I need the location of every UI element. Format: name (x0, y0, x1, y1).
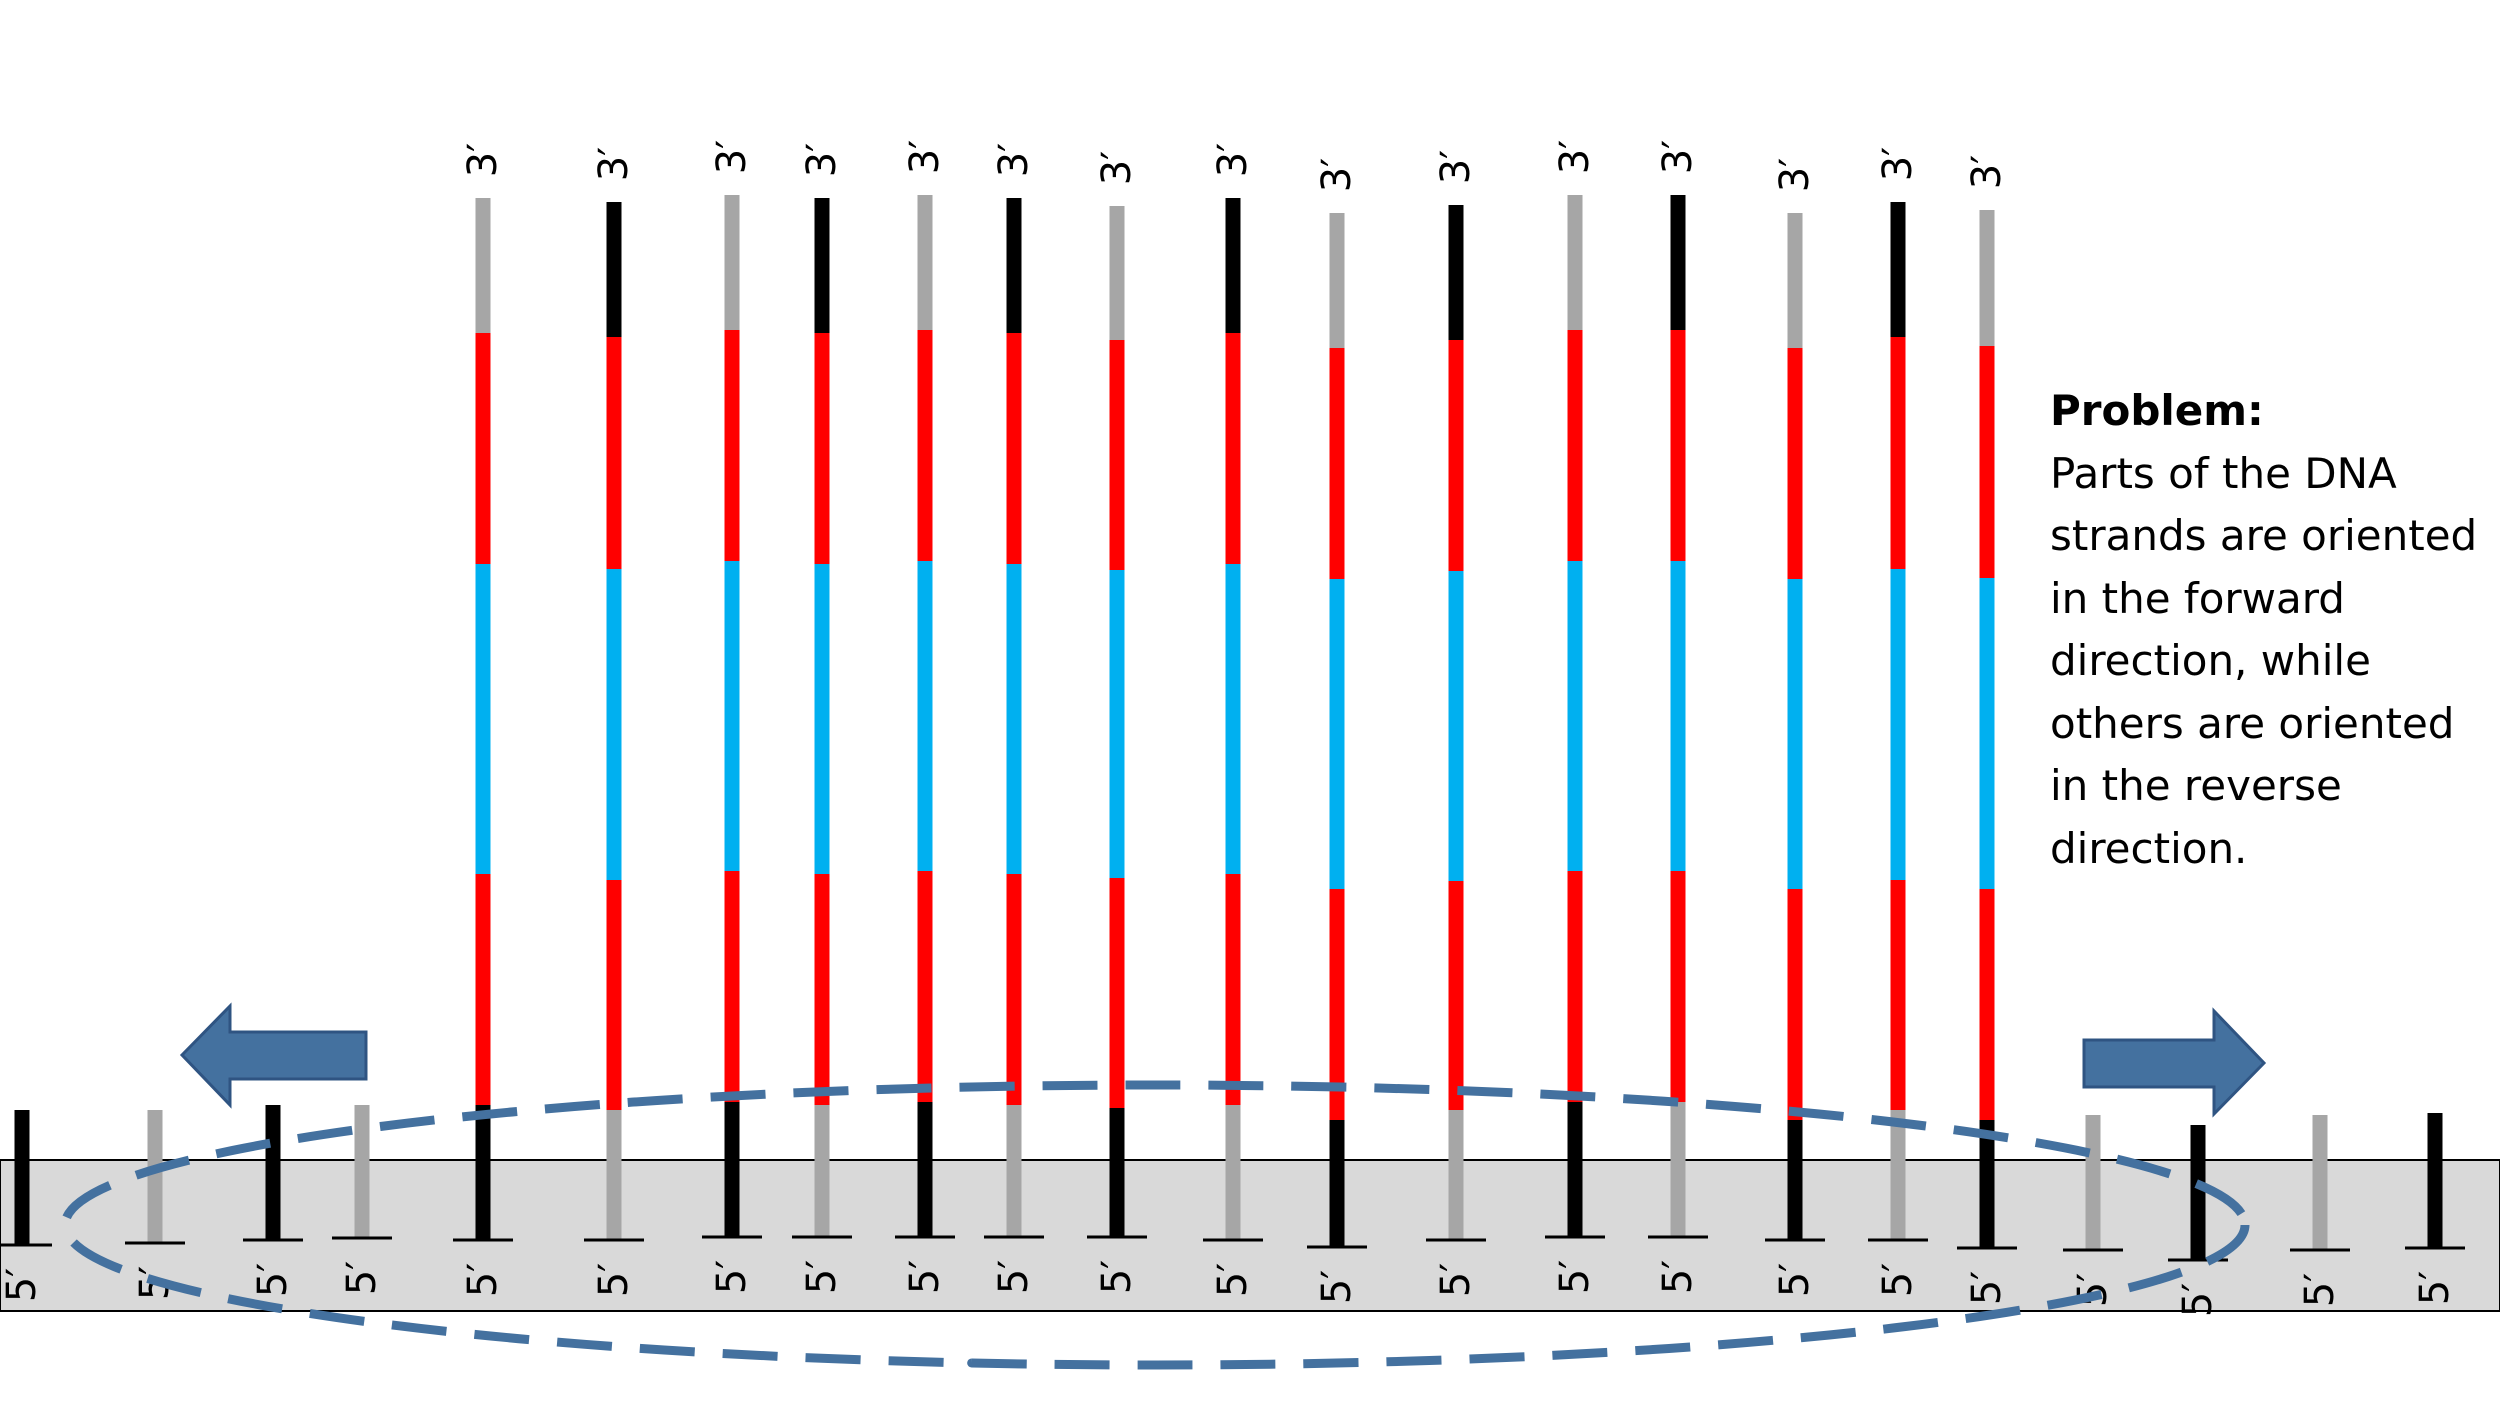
three-prime-label: 3′ (1655, 140, 1701, 175)
dna-strand: 3′ 5′ (1765, 158, 1825, 1298)
short-anchor-layer: 5′ 5′ 5′ 5′ 5′ 5′ 5′ 5′ (0, 1105, 2465, 1317)
dna-strand: 3′ 5′ (1868, 147, 1928, 1298)
five-prime-label: 5′ (1314, 1270, 1360, 1305)
short-anchor: 5′ (2290, 1115, 2350, 1307)
three-prime-label: 3′ (1875, 147, 1921, 182)
five-prime-label: 5′ (902, 1260, 948, 1295)
dna-strand: 3′ 5′ (1426, 150, 1486, 1298)
dna-strand: 3′ 5′ (1648, 140, 1708, 1295)
short-anchor: 5′ (0, 1110, 52, 1302)
three-prime-label: 3′ (591, 147, 637, 182)
five-prime-label: 5′ (591, 1263, 637, 1298)
five-prime-label: 5′ (0, 1268, 45, 1303)
dna-strand: 3′ 5′ (584, 147, 644, 1298)
five-prime-label: 5′ (1552, 1260, 1598, 1295)
dna-strand: 3′ 5′ (702, 140, 762, 1295)
three-prime-label: 3′ (1094, 151, 1140, 186)
problem-text: Parts of the DNA strands are oriented in… (2050, 448, 2478, 873)
three-prime-label: 3′ (902, 140, 948, 175)
problem-callout: Problem: Parts of the DNA strands are or… (2050, 380, 2490, 880)
strand-layer: 3′ 5′ 3′ 5′ 3′ 5′ 3′ 5′ 3′ 5′ 3′ 5′ 3′ 5′ 3′ 5′ 3′ 5′ 3′ 5′… (453, 140, 2017, 1306)
dna-strand: 3′ 5′ (453, 143, 513, 1298)
five-prime-label: 5′ (991, 1260, 1037, 1295)
three-prime-label: 3′ (1433, 150, 1479, 185)
dna-strand: 3′ 5′ (792, 143, 852, 1295)
dna-strand: 3′ 5′ (1087, 151, 1147, 1295)
dna-strand: 3′ 5′ (984, 143, 1044, 1295)
three-prime-label: 3′ (709, 140, 755, 175)
five-prime-label: 5′ (1875, 1263, 1921, 1298)
surface (0, 1159, 2500, 1312)
three-prime-label: 3′ (1210, 143, 1256, 178)
five-prime-label: 5′ (1964, 1271, 2010, 1306)
five-prime-label: 5′ (1210, 1263, 1256, 1298)
dna-strand: 3′ 5′ (1957, 155, 2017, 1306)
five-prime-label: 5′ (709, 1260, 755, 1295)
three-prime-label: 3′ (1772, 158, 1818, 193)
five-prime-label: 5′ (250, 1263, 296, 1298)
five-prime-label: 5′ (460, 1263, 506, 1298)
arrow-right-icon (2082, 1007, 2267, 1118)
five-prime-label: 5′ (2297, 1273, 2343, 1308)
five-prime-label: 5′ (339, 1261, 385, 1296)
short-anchor: 5′ (332, 1105, 392, 1295)
five-prime-label: 5′ (799, 1260, 845, 1295)
short-anchor: 5′ (2168, 1125, 2228, 1317)
three-prime-label: 3′ (1552, 140, 1598, 175)
three-prime-label: 3′ (1964, 155, 2010, 190)
short-anchor: 5′ (2405, 1113, 2465, 1305)
three-prime-label: 3′ (460, 143, 506, 178)
dashed-ellipse (60, 1080, 2250, 1370)
five-prime-label: 5′ (2175, 1283, 2221, 1318)
five-prime-label: 5′ (1433, 1263, 1479, 1298)
three-prime-label: 3′ (799, 143, 845, 178)
dna-strand: 3′ 5′ (1203, 143, 1263, 1298)
problem-title: Problem: (2050, 386, 2264, 435)
five-prime-label: 5′ (2412, 1271, 2458, 1306)
dna-strand: 3′ 5′ (1545, 140, 1605, 1295)
dna-strand: 3′ 5′ (895, 140, 955, 1295)
five-prime-label: 5′ (1772, 1263, 1818, 1298)
three-prime-label: 3′ (1314, 158, 1360, 193)
arrow-left-icon (179, 1002, 368, 1109)
three-prime-label: 3′ (991, 143, 1037, 178)
five-prime-label: 5′ (1094, 1260, 1140, 1295)
five-prime-label: 5′ (1655, 1260, 1701, 1295)
dna-strand: 3′ 5′ (1307, 158, 1367, 1305)
short-anchor: 5′ (243, 1105, 303, 1297)
